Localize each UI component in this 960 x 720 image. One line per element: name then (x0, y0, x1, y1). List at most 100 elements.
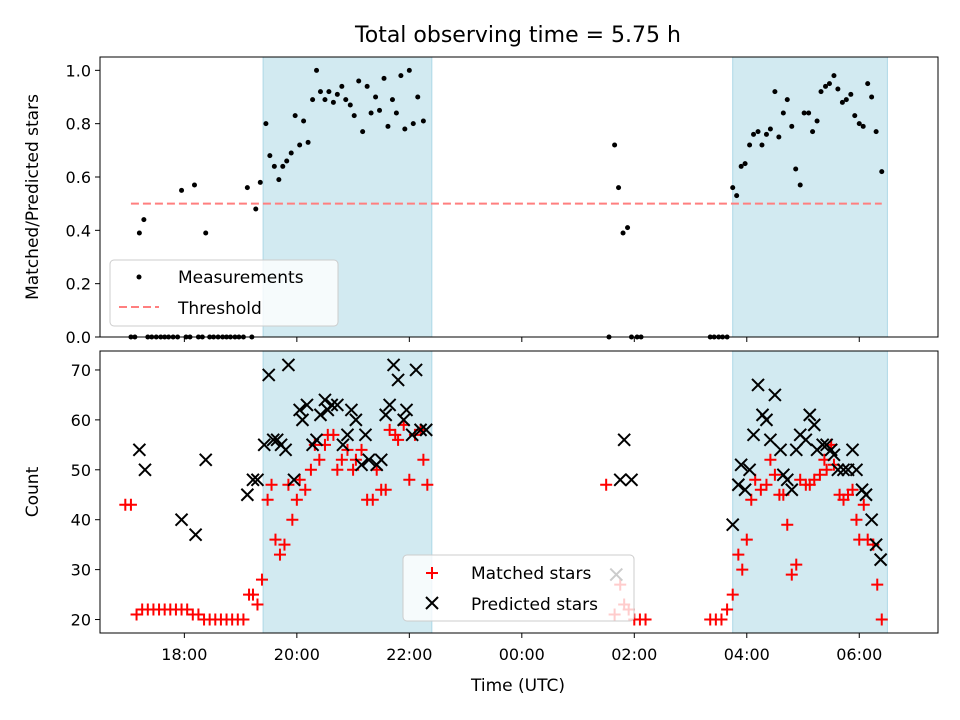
axes-frame (99, 350, 939, 634)
predicted-star-point (763, 433, 778, 447)
legend-matched-marker (426, 567, 438, 579)
measurement-point (784, 97, 790, 103)
measurement-point (810, 129, 816, 135)
predicted-star-point (336, 438, 350, 452)
matched-star-point (850, 513, 863, 526)
matched-star-point (293, 473, 306, 486)
matched-star-point (304, 463, 317, 476)
measurement-point (398, 73, 404, 79)
measurement-point (879, 169, 885, 175)
measurement-point (305, 139, 311, 145)
predicted-star-point (731, 478, 746, 492)
predicted-star-point (278, 443, 293, 457)
measurement-point (793, 166, 799, 172)
measurement-point (406, 67, 412, 73)
predicted-star-point (396, 413, 411, 427)
predicted-star-point (859, 488, 873, 502)
measurement-point (326, 89, 332, 95)
measurement-point (734, 193, 740, 199)
matched-star-point (313, 453, 326, 466)
predicted-star-point (751, 378, 765, 392)
measurement-point (257, 179, 263, 185)
predicted-star-point (325, 398, 339, 412)
measurement-point (314, 67, 320, 73)
measurement-point (801, 110, 807, 116)
axes-frame (99, 56, 939, 338)
matched-star-point (290, 493, 303, 506)
measurement-point (860, 123, 866, 129)
matched-star-point (600, 478, 613, 491)
matched-star-point (269, 533, 282, 546)
measurement-point (381, 75, 387, 81)
matched-star-point (764, 453, 777, 466)
predicted-star-point (873, 552, 888, 567)
measurement-point (818, 89, 824, 95)
predicted-star-point (624, 473, 639, 487)
measurement-point (322, 97, 328, 103)
matched-star-point (417, 453, 430, 466)
measurement-point (297, 142, 303, 148)
measurement-point (755, 129, 761, 135)
y-tick-label: 60 (71, 411, 91, 430)
predicted-star-point (807, 418, 821, 432)
measurement-point (301, 118, 307, 124)
measurement-point (620, 230, 626, 236)
measurement-point (389, 97, 395, 103)
matched-star-point (403, 473, 416, 486)
measurement-point (253, 206, 259, 212)
measurement-point (852, 113, 858, 119)
measurement-point (244, 185, 250, 191)
measurement-point (742, 161, 748, 167)
y-tick-label: 70 (71, 361, 91, 380)
matched-star-point (732, 548, 745, 561)
predicted-star-point (409, 363, 423, 377)
observing-window-1 (732, 350, 888, 634)
predicted-star-point (309, 433, 324, 447)
measurement-point (288, 150, 294, 156)
measurement-point (364, 83, 370, 89)
measurement-point (865, 81, 871, 87)
measurement-point (343, 97, 349, 103)
measurement-point (292, 113, 298, 119)
measurement-point (317, 89, 323, 95)
chart-title: Total observing time = 5.75 h (354, 23, 681, 48)
x-tick-label: 00:00 (499, 645, 545, 664)
measurement-point (373, 94, 379, 100)
matched-star-point (857, 498, 870, 511)
predicted-star-point (292, 403, 307, 417)
predicted-star-point (349, 413, 363, 427)
predicted-star-point (138, 463, 152, 477)
measurement-point (806, 110, 812, 116)
y-tick-label: 20 (71, 611, 91, 630)
matched-star-point (745, 493, 758, 506)
matched-star-point (760, 478, 773, 491)
x-tick-label: 22:00 (386, 645, 432, 664)
measurement-point (191, 182, 197, 188)
predicted-star-point (827, 448, 841, 462)
predicted-star-point (188, 527, 203, 542)
matched-star-point (790, 558, 803, 571)
x-axis-label: Time (UTC) (470, 676, 565, 696)
measurement-point (730, 185, 736, 191)
predicted-star-point (382, 398, 397, 412)
measurement-point (616, 185, 622, 191)
measurement-point (347, 102, 353, 108)
matched-star-point (379, 483, 392, 496)
predicted-star-point (354, 458, 369, 472)
predicted-star-point (768, 388, 782, 402)
matched-star-point (251, 598, 264, 611)
measurement-point (368, 110, 374, 116)
matched-star-point (768, 468, 781, 481)
measurement-point (310, 97, 316, 103)
measurement-point (271, 163, 277, 169)
matched-star-point (299, 483, 312, 496)
predicted-star-point (726, 517, 740, 532)
measurement-point (377, 107, 383, 113)
predicted-star-point (759, 413, 774, 427)
measurement-point (831, 73, 837, 79)
predicted-star-point (399, 403, 414, 417)
measurement-point (856, 121, 862, 127)
matched-star-point (721, 603, 734, 616)
y-tick-label: 40 (71, 511, 91, 530)
y-tick-label: 0.0 (66, 328, 91, 347)
